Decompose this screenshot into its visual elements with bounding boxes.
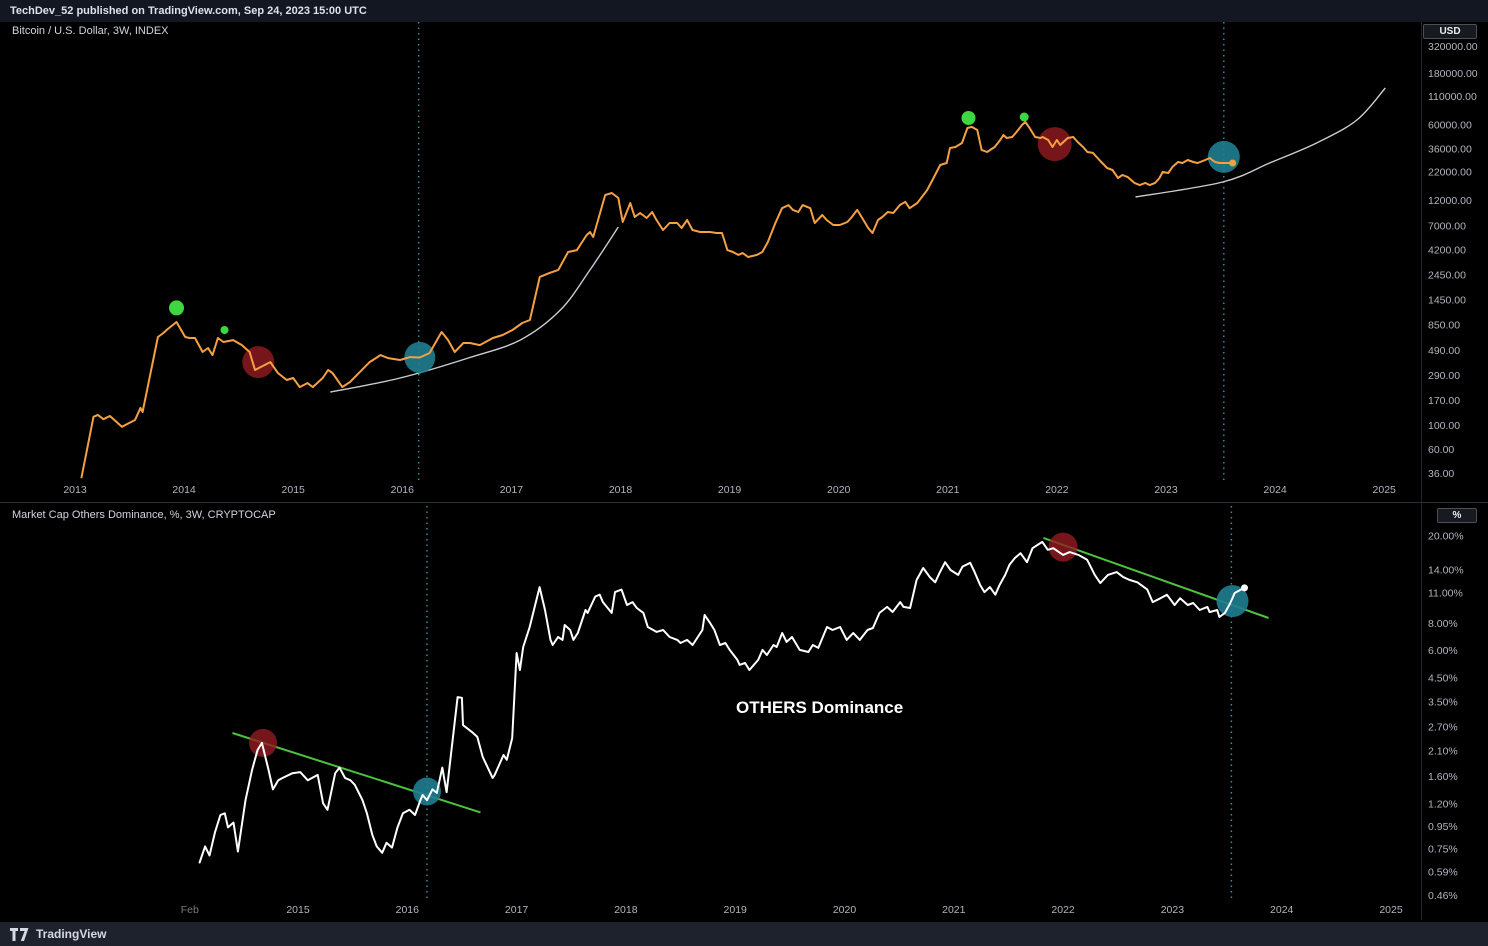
price-tick-label: 490.00 (1428, 345, 1460, 357)
time-tick-label: 2016 (396, 904, 420, 916)
publish-header-text: TechDev_52 published on TradingView.com,… (10, 5, 367, 17)
price-tick-label: 4200.00 (1428, 244, 1466, 256)
series-end-dot (1241, 584, 1248, 592)
cycle-pivot-circle (1207, 140, 1240, 173)
price-tick-label: 850.00 (1428, 319, 1460, 331)
others-dominance-series-label: OTHERS Dominance (736, 698, 904, 717)
time-tick-label: 2018 (609, 484, 633, 496)
time-tick-label: 2020 (827, 484, 851, 496)
time-tick-label: 2025 (1379, 904, 1403, 916)
time-tick-label: 2014 (172, 484, 196, 496)
pane-divider (0, 502, 1488, 503)
tradingview-footer: TradingView (0, 922, 1488, 946)
symbol-title-bitcoin: Bitcoin / U.S. Dollar, 3W, INDEX (12, 25, 169, 37)
parabolic-curve (1135, 87, 1386, 198)
time-tick-label: 2018 (614, 904, 638, 916)
price-tick-label: 180000.00 (1428, 68, 1478, 80)
impulse-top-dot (1019, 112, 1029, 122)
cycle-pivot-circle (413, 777, 441, 806)
price-tick-label: 0.95% (1428, 821, 1458, 833)
tradingview-brand-text[interactable]: TradingView (36, 927, 107, 941)
symbol-title-others-dominance: Market Cap Others Dominance, %, 3W, CRYP… (12, 509, 276, 521)
time-tick-label: 2023 (1154, 484, 1178, 496)
price-tick-label: 1.60% (1428, 771, 1458, 783)
impulse-top-dot (169, 300, 184, 316)
cycle-top-circle (1048, 532, 1078, 562)
price-tick-label: 11.00% (1428, 588, 1463, 600)
time-tick-label: 2020 (833, 904, 857, 916)
time-tick-label: 2019 (724, 904, 748, 916)
time-tick-label: 2015 (286, 904, 310, 916)
time-tick-label: 2016 (391, 484, 415, 496)
publish-header: TechDev_52 published on TradingView.com,… (0, 0, 1488, 22)
price-tick-label: 2450.00 (1428, 270, 1466, 282)
price-tick-label: 14.00% (1428, 565, 1464, 577)
time-tick-label: Feb (181, 904, 199, 916)
percent-unit-badge: % (1437, 508, 1477, 523)
time-tick-label: 2015 (282, 484, 306, 496)
time-tick-label: 2024 (1263, 484, 1287, 496)
cycle-pivot-circle (1216, 585, 1249, 618)
impulse-top-label-2013: Impulse Top (148, 274, 218, 288)
time-tick-label: 2013 (63, 484, 87, 496)
price-axis-separator (1421, 22, 1422, 920)
btc-price-line (80, 121, 1234, 479)
price-tick-label: 320000.00 (1428, 41, 1478, 53)
time-tick-label: 2019 (718, 484, 742, 496)
price-tick-label: 1.20% (1428, 799, 1458, 811)
price-tick-label: 7000.00 (1428, 220, 1466, 232)
time-tick-label: 2021 (942, 904, 966, 916)
time-tick-label: 2022 (1051, 904, 1075, 916)
price-tick-label: 290.00 (1428, 370, 1460, 382)
parabolic-curve (330, 226, 619, 393)
time-tick-label: 2017 (505, 904, 529, 916)
price-tick-label: 36000.00 (1428, 144, 1472, 156)
time-tick-label: 2017 (500, 484, 524, 496)
price-tick-label: 110000.00 (1428, 91, 1477, 103)
price-tick-label: 0.46% (1428, 890, 1458, 902)
price-tick-label: 2.10% (1428, 745, 1458, 757)
series-end-dot (1229, 159, 1237, 167)
price-tick-label: 60.00 (1428, 444, 1454, 456)
time-tick-label: 2025 (1373, 484, 1397, 496)
currency-unit-badge: USD (1423, 24, 1477, 39)
price-tick-label: 100.00 (1428, 420, 1460, 432)
impulse-top-label-2021: Impulse Top (929, 93, 999, 107)
price-tick-label: 22000.00 (1428, 167, 1472, 179)
price-tick-label: 2.70% (1428, 721, 1458, 733)
price-tick-label: 8.00% (1428, 618, 1458, 630)
impulse-top-dot (961, 111, 976, 125)
time-tick-label: 2022 (1045, 484, 1069, 496)
price-tick-label: 12000.00 (1428, 195, 1472, 207)
price-tick-label: 0.59% (1428, 866, 1458, 878)
price-tick-label: 20.00% (1428, 531, 1464, 543)
cycle-top-circle (249, 728, 277, 757)
price-tick-label: 170.00 (1428, 395, 1460, 407)
price-tick-label: 3.50% (1428, 697, 1458, 709)
price-tick-label: 36.00 (1428, 468, 1454, 480)
time-tick-label: 2023 (1161, 904, 1185, 916)
price-tick-label: 6.00% (1428, 645, 1458, 657)
price-tick-label: 60000.00 (1428, 120, 1472, 132)
time-tick-label: 2021 (936, 484, 960, 496)
time-tick-label: 2024 (1270, 904, 1294, 916)
tradingview-logo-icon[interactable] (10, 927, 29, 941)
bitcoin-series-label: Bitcoin (753, 283, 808, 300)
price-tick-label: 0.75% (1428, 843, 1458, 855)
price-tick-label: 4.50% (1428, 673, 1458, 685)
others-dominance-line (198, 540, 1246, 864)
impulse-top-dot (220, 326, 229, 334)
price-tick-label: 1450.00 (1428, 294, 1466, 306)
